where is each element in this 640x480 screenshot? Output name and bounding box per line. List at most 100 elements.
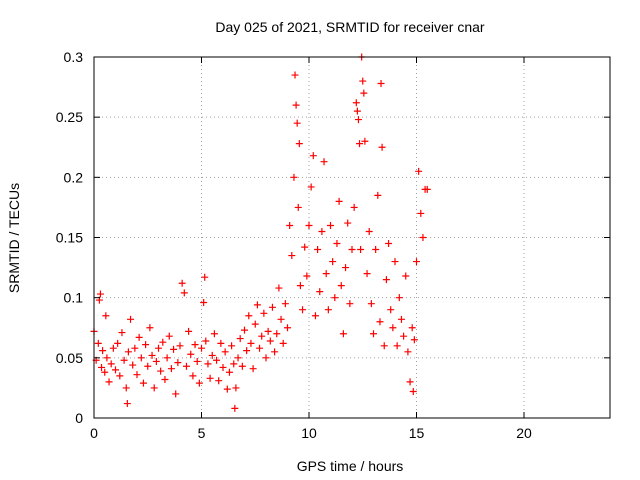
data-point	[135, 333, 143, 341]
data-point	[354, 116, 362, 124]
data-point	[198, 344, 205, 352]
data-point	[159, 338, 167, 346]
data-point	[152, 357, 160, 365]
data-point	[206, 374, 214, 382]
data-point	[271, 348, 279, 356]
data-point	[238, 362, 246, 370]
data-point	[243, 347, 251, 355]
data-point	[98, 363, 106, 371]
data-point	[109, 344, 117, 352]
data-point	[380, 342, 388, 350]
data-point	[402, 272, 410, 280]
data-point	[187, 350, 195, 358]
data-point	[178, 279, 186, 287]
data-point	[406, 378, 414, 386]
data-point	[295, 140, 303, 148]
data-point	[230, 360, 238, 368]
data-point	[316, 288, 324, 296]
data-point	[311, 312, 319, 320]
data-point	[195, 379, 203, 387]
data-point	[281, 300, 289, 308]
data-point	[264, 327, 272, 335]
data-point	[275, 284, 283, 292]
data-point	[303, 272, 311, 280]
data-point	[116, 372, 124, 380]
x-tick-label: 5	[198, 425, 206, 441]
data-point	[363, 270, 371, 278]
data-point	[331, 294, 339, 302]
data-point	[307, 183, 315, 191]
data-point	[408, 324, 416, 332]
data-point	[123, 400, 131, 408]
data-point	[139, 379, 147, 387]
data-point	[256, 344, 264, 352]
data-point	[397, 315, 405, 323]
data-point	[415, 167, 423, 175]
data-point	[228, 342, 236, 350]
data-point	[180, 289, 188, 297]
data-point	[208, 351, 216, 359]
data-point	[127, 315, 135, 323]
data-point	[182, 362, 190, 370]
data-point	[165, 332, 173, 340]
data-point	[360, 89, 368, 97]
data-point	[144, 362, 152, 370]
data-point	[370, 330, 377, 338]
data-point	[120, 356, 128, 364]
data-point	[400, 332, 408, 340]
data-point	[200, 298, 208, 306]
x-tick-label: 10	[301, 425, 317, 441]
data-point	[284, 324, 291, 332]
data-point	[94, 339, 102, 347]
y-axis-label: SRMTID / TECUs	[6, 183, 22, 293]
data-point	[189, 372, 197, 380]
data-point	[223, 385, 231, 393]
data-point	[376, 318, 384, 326]
data-point	[299, 306, 307, 314]
data-point	[367, 300, 375, 308]
data-point	[333, 240, 341, 248]
data-point	[258, 332, 266, 340]
data-point	[251, 320, 259, 328]
data-point	[193, 357, 201, 365]
data-point	[103, 354, 111, 362]
data-point	[245, 312, 253, 320]
data-point	[279, 339, 287, 347]
data-point	[404, 348, 412, 356]
data-point	[361, 137, 369, 145]
y-tick-label: 0.1	[64, 290, 84, 306]
data-point	[293, 119, 301, 127]
data-point	[339, 330, 347, 338]
data-point	[365, 227, 373, 235]
data-point	[378, 143, 386, 151]
data-point	[391, 258, 399, 266]
data-point	[372, 246, 380, 254]
data-point	[157, 367, 165, 375]
data-point	[356, 140, 364, 148]
data-point	[101, 368, 109, 376]
data-point	[419, 234, 427, 241]
data-point	[213, 356, 221, 364]
data-point	[288, 252, 296, 260]
data-point	[142, 341, 150, 349]
y-tick-label: 0.05	[56, 350, 83, 366]
data-point	[260, 309, 268, 317]
chart-title: Day 025 of 2021, SRMTID for receiver cna…	[215, 19, 485, 35]
data-point	[417, 209, 425, 217]
data-point	[344, 219, 352, 227]
data-point	[133, 371, 141, 379]
data-point	[342, 264, 350, 272]
data-point	[202, 337, 210, 345]
data-point	[191, 341, 199, 349]
data-point	[314, 246, 322, 254]
data-point	[266, 337, 274, 345]
data-point	[268, 303, 276, 311]
data-point	[112, 366, 119, 374]
axis-ticks: 0 5 10 15 20 0 0.05 0.1 0.15 0.2 0.25 0.3	[56, 49, 610, 441]
data-point	[185, 327, 193, 335]
data-point	[389, 324, 397, 332]
data-point	[231, 404, 239, 412]
data-point	[96, 290, 104, 298]
data-point	[294, 203, 302, 211]
